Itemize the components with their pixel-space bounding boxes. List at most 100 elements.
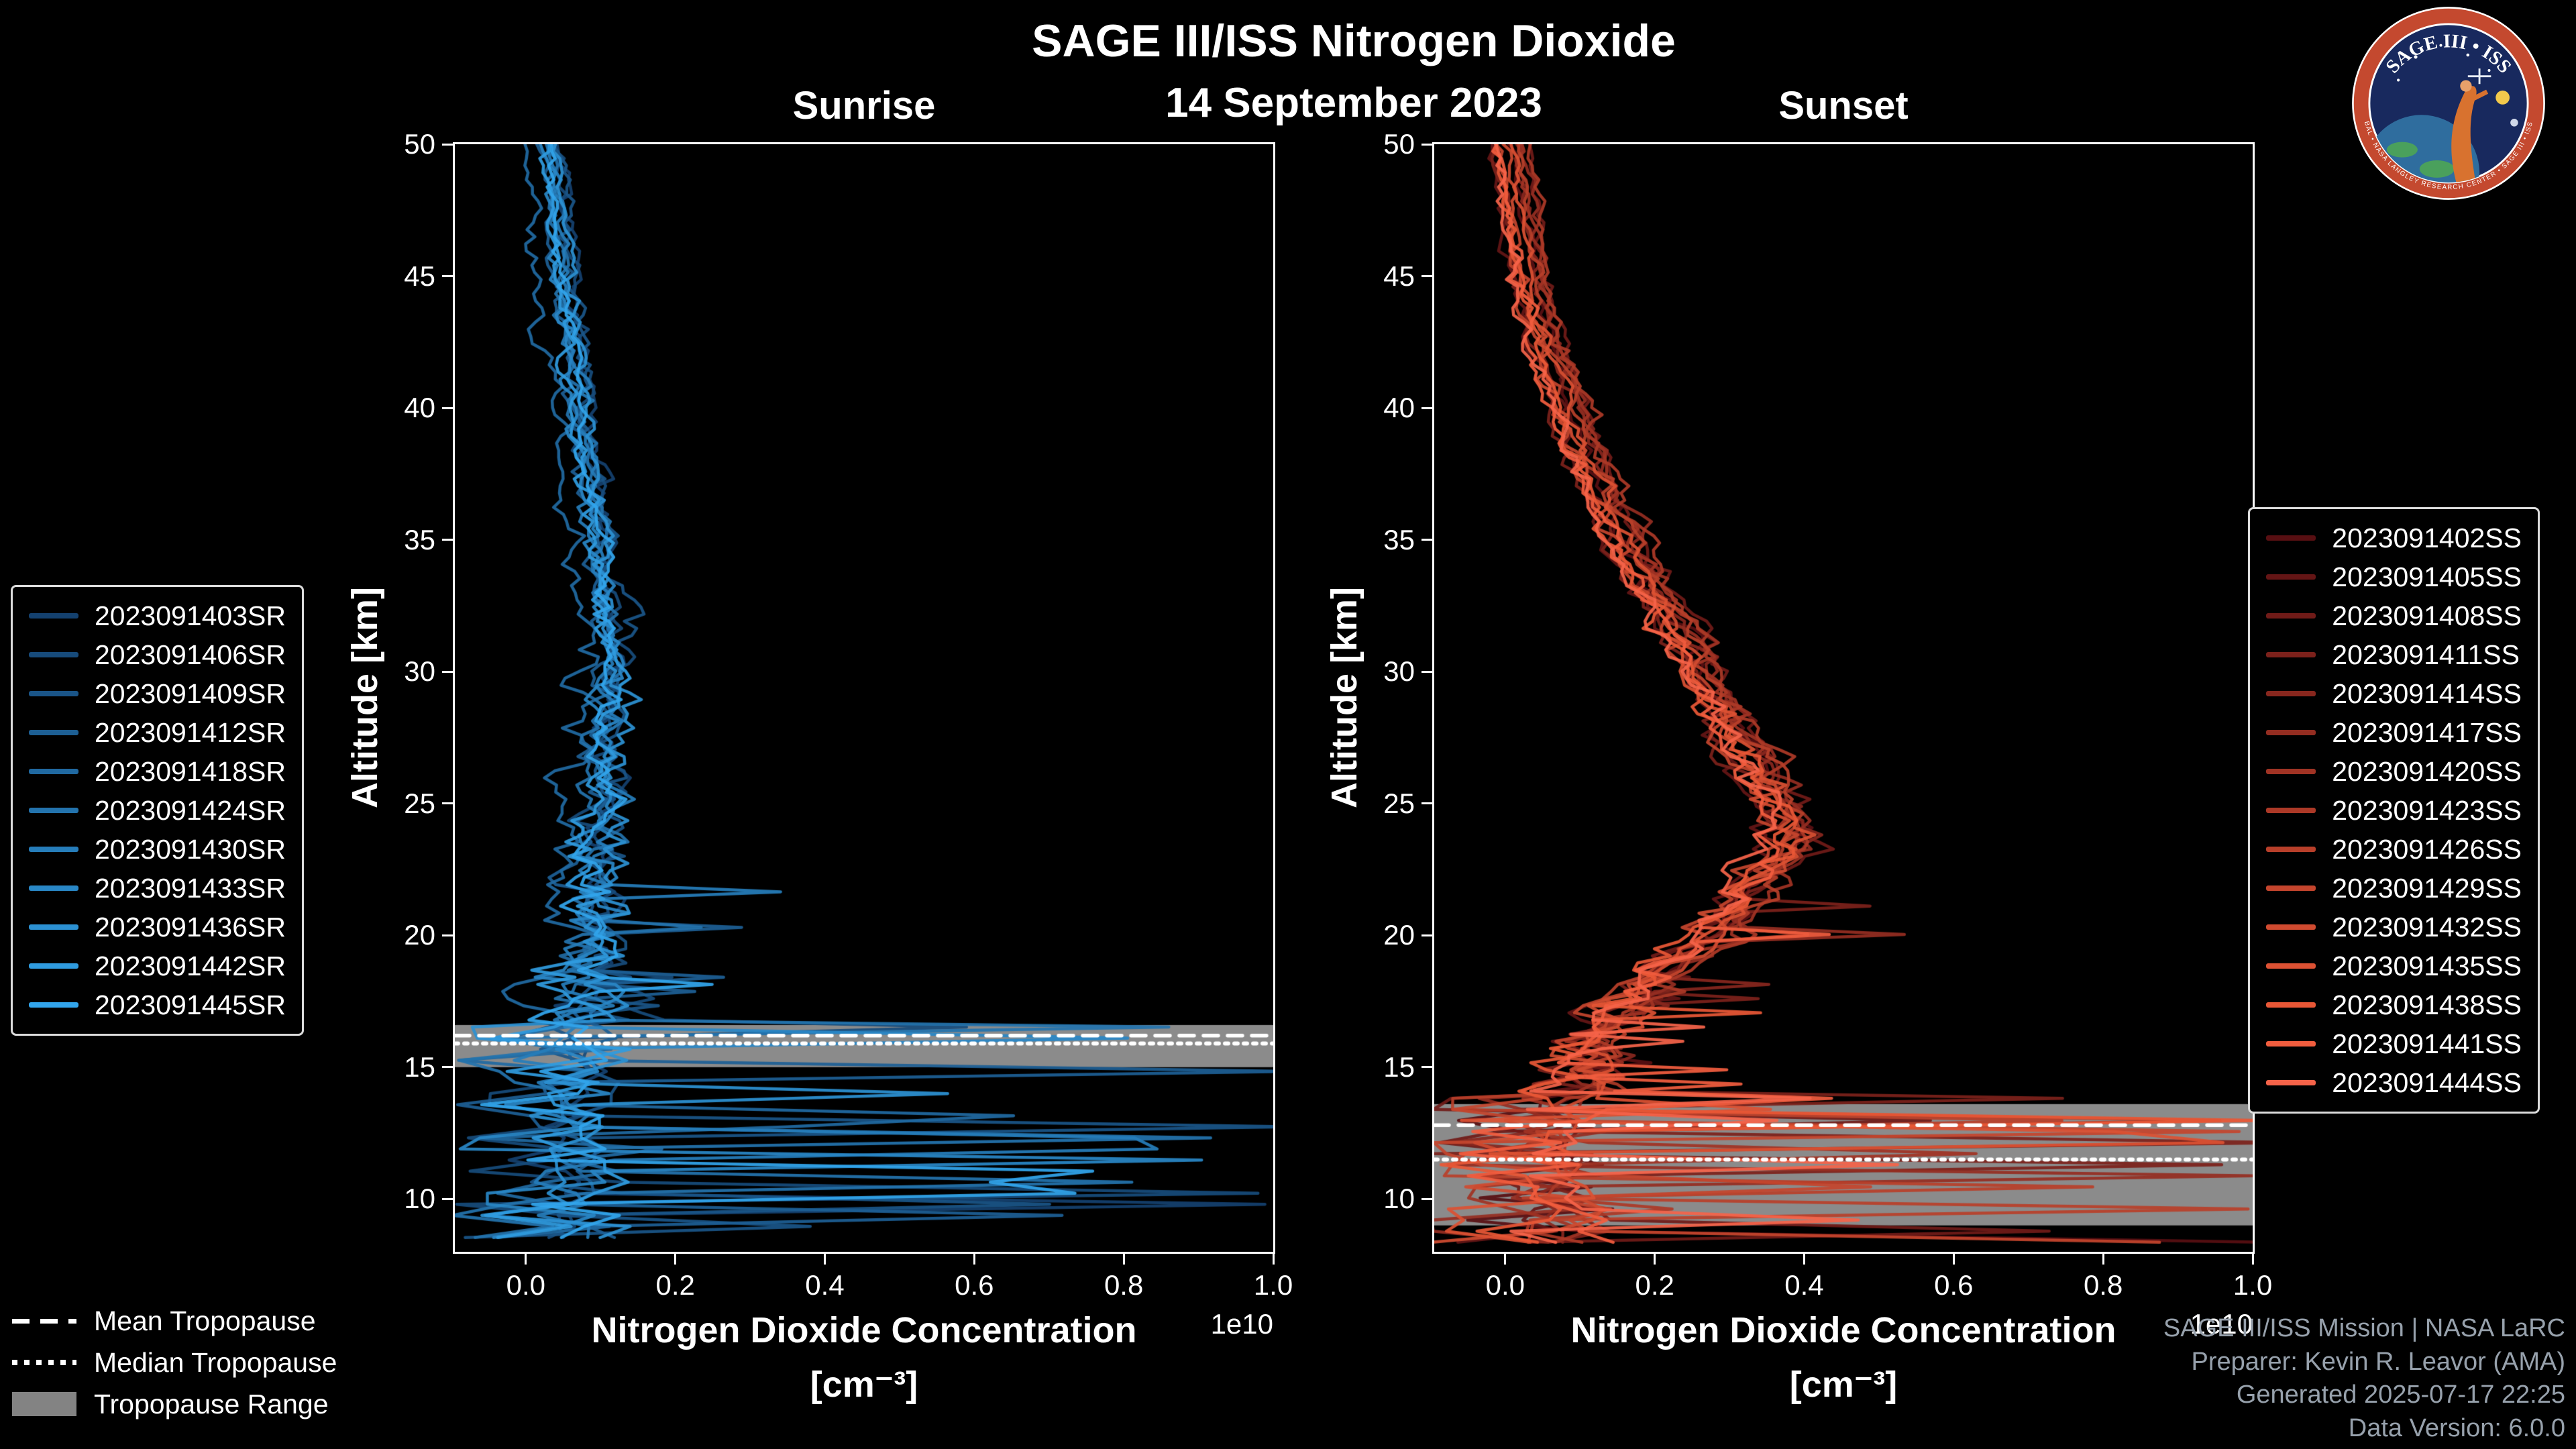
credit-data-version: Data Version: 6.0.0 (2348, 1413, 2565, 1442)
y-tick-mark (442, 407, 453, 409)
credit-mission: SAGE III/ISS Mission | NASA LaRC (2163, 1314, 2565, 1343)
sunrise-plot-area (453, 142, 1275, 1254)
legend-label: 2023091429SS (2332, 872, 2522, 904)
sunset-x-axis-units: [cm⁻³] (1789, 1364, 1898, 1405)
x-tick-label: 0.2 (1635, 1269, 1674, 1301)
x-tick-mark (973, 1254, 975, 1265)
legend-label: 2023091420SS (2332, 755, 2522, 787)
legend-label: 2023091426SS (2332, 833, 2522, 865)
legend-line-swatch (29, 963, 78, 969)
logo-iss-silhouette (2467, 68, 2491, 85)
x-tick-label: 0.0 (506, 1269, 546, 1301)
legend-line-swatch (2266, 885, 2316, 891)
figure-title: SAGE III/ISS Nitrogen Dioxide (1032, 15, 1676, 66)
legend-line-swatch (2266, 1041, 2316, 1046)
y-tick-label: 40 (1383, 392, 1415, 424)
legend-line-swatch (2266, 1002, 2316, 1008)
x-tick-label: 1.0 (1253, 1269, 1293, 1301)
legend-label: 2023091441SS (2332, 1028, 2522, 1059)
sunset-plot-canvas (1434, 144, 2253, 1252)
x-tick-label: 0.0 (1485, 1269, 1525, 1301)
x-tick-mark (525, 1254, 527, 1265)
y-tick-label: 30 (404, 655, 435, 688)
legend-item-2023091423SS: 2023091423SS (2266, 791, 2522, 830)
y-tick-label: 25 (404, 787, 435, 819)
x-tick-mark (2251, 1254, 2254, 1265)
legend-line-swatch (29, 691, 78, 696)
sage-iss-mission-patch-logo: SAGE III • ISS BAL • NASA LANGLEY RESEAR… (2352, 7, 2545, 200)
legend-label: 2023091409SR (95, 678, 286, 709)
legend-line-swatch (29, 924, 78, 930)
y-tick-label: 10 (404, 1183, 435, 1215)
legend-item-2023091418SR: 2023091418SR (29, 752, 286, 791)
legend-item-2023091403SR: 2023091403SR (29, 596, 286, 635)
legend-item-2023091432SS: 2023091432SS (2266, 908, 2522, 947)
legend-item-2023091444SS: 2023091444SS (2266, 1063, 2522, 1102)
y-tick-mark (1421, 1197, 1432, 1200)
legend-label: 2023091402SS (2332, 522, 2522, 553)
y-tick-mark (442, 934, 453, 936)
tropopause-legend: Mean Tropopause Median Tropopause Tropop… (12, 1304, 337, 1421)
legend-item-2023091438SS: 2023091438SS (2266, 985, 2522, 1024)
legend-line-swatch (29, 1002, 78, 1008)
x-tick-mark (1654, 1254, 1656, 1265)
legend-line-swatch (29, 808, 78, 813)
legend-line-swatch (2266, 924, 2316, 930)
legend-line-swatch (2266, 613, 2316, 619)
y-tick-mark (1421, 275, 1432, 278)
y-tick-mark (1421, 934, 1432, 936)
sunset-panel-title: Sunset (1778, 84, 1909, 127)
legend-label: 2023091424SR (95, 794, 286, 826)
y-tick-mark (1421, 802, 1432, 805)
x-tick-mark (1122, 1254, 1125, 1265)
legend-item-2023091429SS: 2023091429SS (2266, 869, 2522, 908)
legend-item-2023091441SS: 2023091441SS (2266, 1024, 2522, 1063)
legend-line-swatch (2266, 652, 2316, 657)
y-tick-label: 50 (1383, 128, 1415, 160)
y-tick-mark (1421, 1066, 1432, 1069)
legend-label: 2023091430SR (95, 833, 286, 865)
x-tick-label: 0.6 (1934, 1269, 1974, 1301)
logo-sun (2496, 90, 2510, 105)
gray-patch-swatch (12, 1392, 76, 1416)
y-tick-label: 15 (404, 1051, 435, 1083)
x-tick-label: 1.0 (2233, 1269, 2273, 1301)
legend-line-swatch (2266, 963, 2316, 969)
legend-line-swatch (2266, 847, 2316, 852)
legend-label: 2023091412SR (95, 716, 286, 748)
sunset-x-axis-label: Nitrogen Dioxide Concentration (1570, 1310, 2116, 1350)
legend-line-swatch (29, 652, 78, 657)
legend-line-swatch (2266, 730, 2316, 735)
sunrise-x-offset-label: 1e10 (1210, 1308, 1273, 1340)
y-tick-label: 35 (1383, 523, 1415, 555)
y-tick-mark (442, 1197, 453, 1200)
legend-label: 2023091433SR (95, 872, 286, 904)
legend-item-2023091430SR: 2023091430SR (29, 830, 286, 869)
legend-item-2023091406SR: 2023091406SR (29, 635, 286, 674)
legend-item-2023091420SS: 2023091420SS (2266, 752, 2522, 791)
logo-robed-figure (2451, 86, 2477, 183)
legend-line-swatch (2266, 808, 2316, 813)
sunrise-x-axis-label: Nitrogen Dioxide Concentration (591, 1310, 1137, 1350)
y-tick-label: 25 (1383, 787, 1415, 819)
figure-date: 14 September 2023 (1165, 80, 1542, 126)
x-tick-label: 0.2 (655, 1269, 695, 1301)
x-tick-mark (824, 1254, 826, 1265)
x-tick-mark (1803, 1254, 1805, 1265)
y-tick-mark (1421, 670, 1432, 673)
median-tropopause-label: Median Tropopause (94, 1346, 337, 1378)
legend-label: 2023091423SS (2332, 794, 2522, 826)
y-tick-mark (1421, 143, 1432, 146)
legend-line-swatch (2266, 535, 2316, 541)
legend-line-swatch (2266, 769, 2316, 774)
y-tick-mark (442, 275, 453, 278)
sunrise-plot-canvas (455, 144, 1273, 1252)
dashed-line-swatch (12, 1318, 76, 1324)
sunrise-panel-title: Sunrise (792, 84, 936, 127)
mean-tropopause-label: Mean Tropopause (94, 1305, 316, 1336)
sunrise-y-axis-label: Altitude [km] (345, 587, 385, 808)
sunset-y-axis-label: Altitude [km] (1324, 587, 1364, 808)
y-tick-mark (442, 539, 453, 541)
y-tick-label: 15 (1383, 1051, 1415, 1083)
